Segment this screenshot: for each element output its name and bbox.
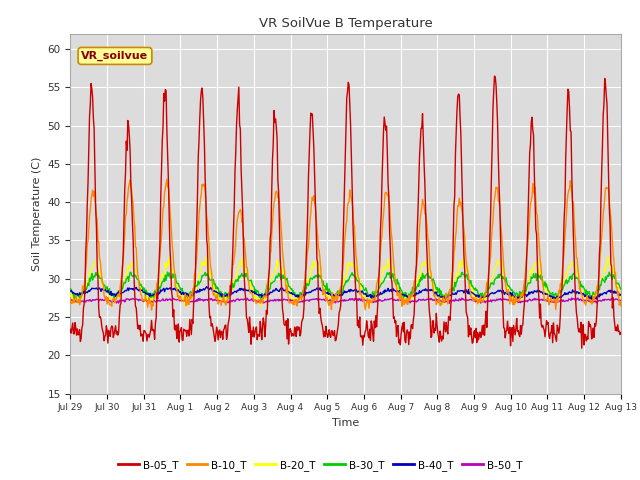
Title: VR SoilVue B Temperature: VR SoilVue B Temperature (259, 17, 433, 30)
X-axis label: Time: Time (332, 418, 359, 428)
Text: VR_soilvue: VR_soilvue (81, 51, 148, 61)
Y-axis label: Soil Temperature (C): Soil Temperature (C) (32, 156, 42, 271)
Legend: B-05_T, B-10_T, B-20_T, B-30_T, B-40_T, B-50_T: B-05_T, B-10_T, B-20_T, B-30_T, B-40_T, … (113, 456, 527, 475)
